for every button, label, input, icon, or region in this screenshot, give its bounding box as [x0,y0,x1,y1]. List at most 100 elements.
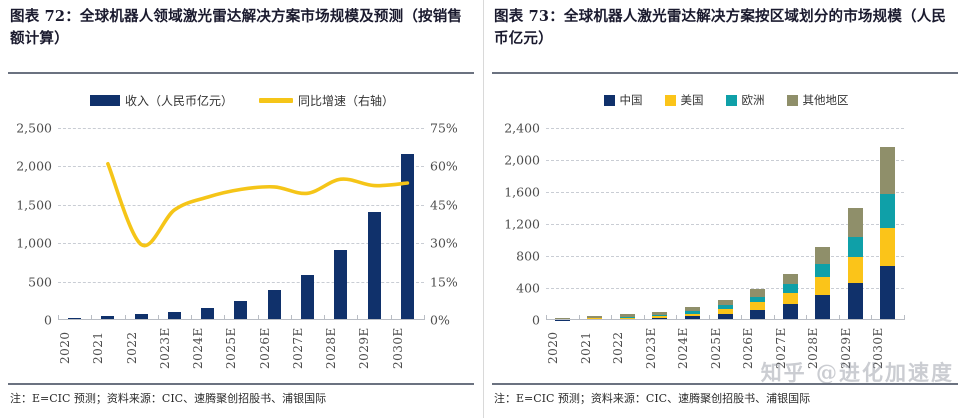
x-tick [741,315,743,320]
segment-其他地区[interactable] [652,311,668,315]
bar-2027E[interactable] [300,275,314,320]
bar-2022[interactable] [134,314,148,320]
bar-slot[interactable] [391,128,424,320]
segment-美国[interactable] [684,313,700,317]
bar-slot[interactable] [709,128,742,320]
bar-slot[interactable] [224,128,257,320]
segment-美国[interactable] [880,228,896,266]
segment-欧洲[interactable] [619,316,635,318]
bar-2028E[interactable] [334,249,348,320]
bar-2021[interactable] [101,315,115,320]
segment-美国[interactable] [750,302,766,310]
segment-中国[interactable] [815,295,831,320]
segment-欧洲[interactable] [717,305,733,309]
bar-slot[interactable] [291,128,324,320]
bar-2025E[interactable] [234,300,248,320]
segment-欧洲[interactable] [815,264,831,278]
segment-中国[interactable] [782,304,798,320]
x-tick [708,315,710,320]
bar-slot[interactable] [191,128,224,320]
bar-slot[interactable] [158,128,191,320]
segment-美国[interactable] [619,317,635,319]
x-tick [773,315,775,320]
segment-其他地区[interactable] [554,318,570,319]
segment-欧洲[interactable] [652,314,668,317]
stacked-bar-2027E[interactable] [782,273,798,320]
segment-美国[interactable] [652,316,668,318]
legend-item-2: 欧洲 [725,92,765,108]
segment-其他地区[interactable] [880,147,896,194]
y-tick-label: 1,200 [504,216,540,232]
segment-美国[interactable] [782,292,798,304]
x-tick-label: 2023E [157,327,172,369]
x-tick [290,315,292,320]
segment-中国[interactable] [847,282,863,320]
bar-2026E[interactable] [267,290,281,320]
segment-中国[interactable] [880,265,896,320]
segment-美国[interactable] [717,308,733,314]
segment-其他地区[interactable] [750,288,766,297]
bar-slot[interactable] [125,128,158,320]
segment-中国[interactable] [684,316,700,320]
y-tick-label: 400 [516,280,540,296]
segment-其他地区[interactable] [782,273,798,285]
stacked-bar-2029E[interactable] [847,208,863,320]
segment-美国[interactable] [847,257,863,283]
bar-slot[interactable] [324,128,357,320]
segment-中国[interactable] [652,317,668,320]
segment-美国[interactable] [587,318,603,320]
bar-slot[interactable] [741,128,774,320]
bar-slot[interactable] [579,128,612,320]
bar-slot[interactable] [258,128,291,320]
segment-其他地区[interactable] [619,314,635,317]
segment-中国[interactable] [750,309,766,320]
segment-其他地区[interactable] [587,315,603,318]
segment-欧洲[interactable] [847,237,863,258]
x-tick [838,315,840,320]
bar-2030E[interactable] [400,154,414,320]
segment-中国[interactable] [717,313,733,320]
segment-欧洲[interactable] [684,311,700,314]
bar-slot[interactable] [806,128,839,320]
y-tick-label: 1,000 [16,235,52,251]
bar-2024E[interactable] [201,307,215,320]
bar-slot[interactable] [611,128,644,320]
stacked-bar-2025E[interactable] [717,300,733,320]
stacked-bar-2026E[interactable] [750,288,766,320]
bar-slot[interactable] [839,128,872,320]
bar-slot[interactable] [871,128,904,320]
segment-欧洲[interactable] [782,284,798,293]
bar-slot[interactable] [91,128,124,320]
bar-slot[interactable] [644,128,677,320]
stacked-bar-2024E[interactable] [684,307,700,320]
figure-73-plot: 2,400 2,000 1,600 1,200 800 400 0 [504,121,905,328]
segment-其他地区[interactable] [847,208,863,238]
segment-其他地区[interactable] [717,300,733,306]
x-tick-label: 2021 [578,331,593,365]
bar-2023E[interactable] [167,312,181,320]
x-tick-label: 2029E [357,327,372,369]
legend-swatch-growth [259,98,293,103]
bar-2029E[interactable] [367,212,381,320]
segment-其他地区[interactable] [684,307,700,312]
stacked-bar-2028E[interactable] [815,246,831,320]
y-tick-label-right: 30% [430,235,458,251]
x-tick [58,315,59,320]
stacked-bar-2030E[interactable] [880,147,896,320]
y-tick-label-right: 60% [430,158,458,174]
segment-欧洲[interactable] [880,193,896,229]
legend-item-0: 中国 [603,92,643,108]
stacked-bar-2023E[interactable] [652,311,668,320]
segment-欧洲[interactable] [587,317,603,319]
segment-欧洲[interactable] [750,296,766,303]
x-tick-label: 2024E [191,327,206,369]
bar-slot[interactable] [357,128,390,320]
bar-slot[interactable] [676,128,709,320]
segment-美国[interactable] [815,277,831,296]
bar-slot[interactable] [58,128,91,320]
legend-label-growth: 同比增速（右轴） [298,94,395,108]
bar-slot[interactable] [546,128,579,320]
y-tick-label-right: 0% [430,312,450,328]
bar-slot[interactable] [774,128,807,320]
segment-其他地区[interactable] [815,246,831,265]
